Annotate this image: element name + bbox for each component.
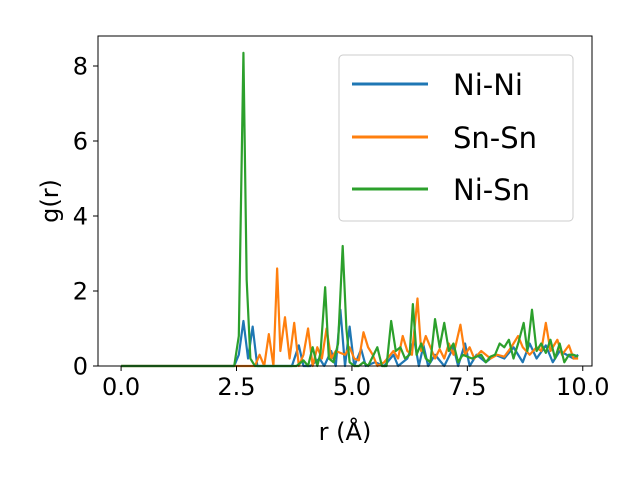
legend-label-ni-ni: Ni-Ni <box>453 68 523 102</box>
y-axis: 0 2 4 6 8 <box>73 53 98 381</box>
y-axis-label: g(r) <box>36 179 64 223</box>
x-tick-label: 5.0 <box>333 373 371 401</box>
y-tick-label: 8 <box>73 53 88 81</box>
y-tick-label: 4 <box>73 203 88 231</box>
x-axis-label: r (Å) <box>319 417 372 446</box>
legend-label-sn-sn: Sn-Sn <box>453 121 537 155</box>
x-tick-label: 10.0 <box>556 373 609 401</box>
legend-box <box>338 54 574 222</box>
y-tick-label: 2 <box>73 278 88 306</box>
legend-label-ni-sn: Ni-Sn <box>453 173 530 207</box>
x-tick-label: 2.5 <box>217 373 255 401</box>
x-tick-label: 0.0 <box>102 373 140 401</box>
x-tick-label: 7.5 <box>448 373 486 401</box>
y-tick-label: 6 <box>73 128 88 156</box>
legend: Ni-Ni Sn-Sn Ni-Sn <box>338 54 574 222</box>
plot-area-frame <box>97 35 593 367</box>
series-line-ni-sn <box>121 51 579 368</box>
y-tick-label: 0 <box>73 353 88 381</box>
x-axis: 0.0 2.5 5.0 7.5 10.0 <box>102 366 609 401</box>
